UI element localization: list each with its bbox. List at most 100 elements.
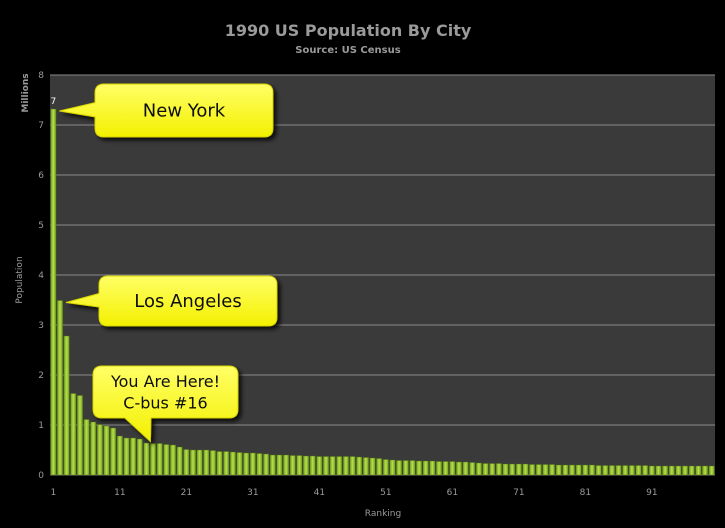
bar [595,465,602,476]
bar [668,465,675,476]
callout: Los Angeles [65,275,278,327]
y-axis-ticks: 0 1 2 3 4 5 6 7 8 [38,71,44,481]
bar [203,449,210,476]
bar [256,453,263,476]
bar [362,457,369,476]
bar [183,449,190,476]
bar [269,454,276,476]
bar [628,465,635,476]
bar [449,461,456,476]
y-tick-label: 8 [38,71,44,81]
bar [429,460,436,476]
bar [602,465,609,476]
chart-title: 1990 US Population By City [225,21,472,40]
bar [276,454,283,476]
bar [329,456,336,476]
bar [110,427,117,476]
bar [436,461,442,476]
bar [296,455,303,476]
bar [695,465,702,476]
bar [136,438,143,476]
x-tick-label: 11 [114,488,125,498]
bar [549,464,555,476]
x-axis-label: Ranking [365,509,401,519]
callouts: New York Los Angeles You Are Here! C-bus #1… [59,83,278,443]
bar [688,465,695,476]
bar [176,446,183,476]
bar [123,437,130,476]
bar [229,451,236,476]
y-tick-label: 1 [38,421,44,431]
bars [50,108,715,476]
x-tick-label: 81 [580,488,591,498]
bar [502,463,509,476]
bar [702,465,708,476]
callout-text: You Are Here! [110,372,220,391]
bar [116,435,123,476]
bar [708,465,715,476]
bar [515,463,522,476]
bar [369,457,376,476]
bar [243,452,250,476]
y-tick-label: 0 [38,471,44,481]
callout: New York [59,83,274,138]
bar [562,464,569,476]
bar [402,460,409,476]
bar [655,465,662,476]
callout-box [59,83,274,138]
callout-box [92,365,239,443]
x-tick-label: 71 [513,488,524,498]
y-tick-label: 2 [38,371,44,381]
bar [236,452,243,476]
bar [389,459,396,476]
bar [476,462,482,476]
bar [249,452,256,476]
bar [535,464,542,476]
bar [196,449,203,476]
bar [555,464,562,476]
bar [469,462,476,476]
bar [642,465,649,476]
bar [609,465,615,476]
bar [289,455,296,476]
bar [349,456,356,476]
bar [462,461,469,476]
bar [316,456,323,476]
bar [456,461,462,476]
bar [57,300,63,476]
bar [343,456,349,476]
bar [615,465,622,476]
chart-subtitle: Source: US Census [295,45,400,56]
callout-box [65,275,278,327]
bar [309,455,316,476]
y-tick-label: 5 [38,221,44,231]
bar [542,464,549,476]
x-tick-label: 41 [314,488,325,498]
y-tick-label: 4 [38,271,44,281]
y-unit-label: Millions [21,73,31,112]
bar [283,454,290,476]
bar [529,464,536,476]
bar [442,461,449,476]
bar [216,451,223,476]
x-tick-label: 51 [380,488,391,498]
data-labels: 7 [50,97,56,107]
x-tick-label: 31 [247,488,258,498]
bar [190,449,196,476]
bar [303,455,309,476]
y-tick-label: 3 [38,321,44,331]
y-axis-label: Population [15,256,25,303]
bar [582,464,589,476]
bar [682,465,688,476]
callout: You Are Here! C-bus #16 [92,365,239,443]
bar [96,424,103,476]
bar [83,419,90,476]
x-tick-label: 91 [646,488,657,498]
bar [103,425,110,476]
data-label: 7 [50,97,56,107]
bar [589,464,595,476]
bar [356,456,363,476]
bar [323,456,329,476]
bar [522,463,529,476]
